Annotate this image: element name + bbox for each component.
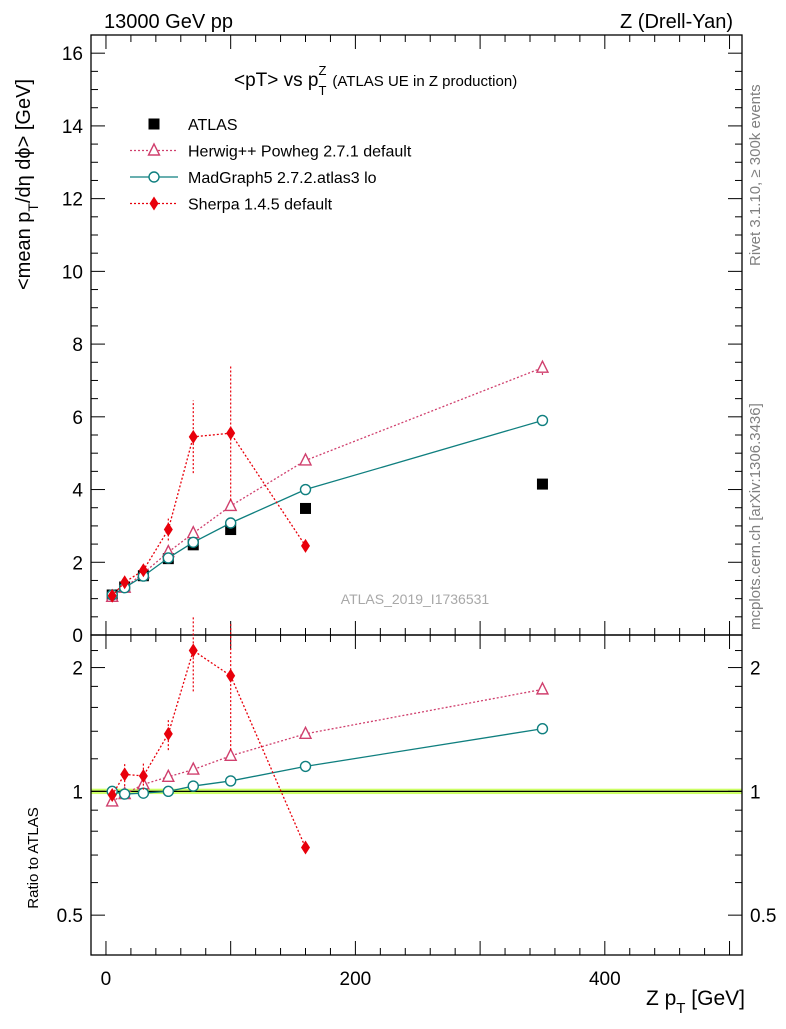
ratio-ylabel: Ratio to ATLAS <box>25 807 42 908</box>
ratio-panel: 0.5 0.5 1 1 2 2 0 200 400 <box>57 617 776 990</box>
main-ytick-label: 16 <box>62 44 83 65</box>
mcplots-label: mcplots.cern.ch [arXiv:1306.3436] <box>747 403 764 630</box>
ratio-point-circle-3 <box>162 785 175 798</box>
legend-label-square: ATLAS <box>188 117 238 134</box>
ratio-line-diamond <box>111 649 307 848</box>
ratio-point-circle-7 <box>536 723 549 735</box>
main-ytick-label: 14 <box>62 117 84 138</box>
ratio-ytick-label: 2 <box>72 659 83 680</box>
ratio-ytick-label-right: 1 <box>750 782 761 803</box>
ratio-frame <box>90 634 743 956</box>
main-point-circle-7 <box>536 414 549 427</box>
main-point-diamond-3 <box>163 522 173 537</box>
x-tick-label: 400 <box>589 969 621 990</box>
ratio-point-circle-1 <box>118 788 131 800</box>
main-point-diamond-6 <box>301 538 311 553</box>
main-point-circle-4 <box>187 536 199 548</box>
main-point-circle-5 <box>224 517 237 529</box>
main-ytick-label: 6 <box>72 408 83 429</box>
main-point-diamond-1 <box>120 575 130 590</box>
header-right: Z (Drell-Yan) <box>620 11 733 33</box>
main-ytick-label: 0 <box>72 626 83 647</box>
rivet-label: Rivet 3.1.10, ≥ 300k events <box>747 84 764 266</box>
ratio-point-diamond-6 <box>301 840 311 855</box>
main-ylabel: <mean pT/dη dϕ> [GeV] <box>13 79 41 290</box>
ratio-point-circle-6 <box>299 760 312 773</box>
ratio-series-diamond <box>107 617 311 855</box>
ratio-point-diamond-3 <box>163 726 173 741</box>
main-series-square <box>106 478 548 601</box>
ratio-series-circle <box>106 723 549 800</box>
main-point-square-7 <box>536 478 548 490</box>
main-point-square-5 <box>225 524 237 536</box>
legend-entry-circle: MadGraph5 2.7.2.atlas3 lo <box>130 170 377 187</box>
main-point-triangle-5 <box>224 497 238 512</box>
main-line-circle <box>111 419 543 596</box>
main-point-square-6 <box>300 502 312 514</box>
x-tick-label: 0 <box>101 969 112 990</box>
legend: ATLAS Herwig++ Powheg 2.7.1 default MadGra… <box>130 117 412 214</box>
ratio-point-triangle-4 <box>186 761 200 775</box>
main-point-circle-6 <box>299 483 312 496</box>
legend-label-triangle: Herwig++ Powheg 2.7.1 default <box>188 144 412 161</box>
legend-entry-triangle: Herwig++ Powheg 2.7.1 default <box>130 142 412 161</box>
ratio-point-diamond-1 <box>120 767 130 782</box>
main-point-triangle-7 <box>535 359 550 373</box>
legend-label-diamond: Sherpa 1.4.5 default <box>188 197 333 214</box>
plot-title: <pT> vs pTZ(ATLAS UE in Z production) <box>234 63 517 98</box>
legend-entry-diamond: Sherpa 1.4.5 default <box>130 196 333 214</box>
ratio-ytick-label: 1 <box>72 782 83 803</box>
main-point-diamond-2 <box>138 563 148 578</box>
x-axis-label: Z pT [GeV] <box>646 987 745 1017</box>
main-point-diamond-0 <box>107 588 117 603</box>
legend-marker-diamond <box>149 196 159 211</box>
main-point-diamond-4 <box>188 429 198 444</box>
ratio-point-circle-5 <box>224 775 237 787</box>
ratio-series-triangle <box>105 681 550 807</box>
x-tick-label: 200 <box>340 969 372 990</box>
ratio-point-circle-4 <box>187 780 199 792</box>
legend-marker-circle <box>148 171 160 183</box>
main-ytick-label: 4 <box>72 481 83 502</box>
ratio-point-triangle-5 <box>224 747 238 762</box>
legend-marker-triangle <box>147 142 161 156</box>
ratio-point-circle-2 <box>137 787 150 799</box>
legend-entry-square: ATLAS <box>148 117 238 134</box>
main-ytick-label: 8 <box>72 335 83 356</box>
ratio-ytick-label-right: 2 <box>750 659 761 680</box>
legend-marker-square <box>148 118 160 130</box>
ratio-ytick-label-right: 0.5 <box>750 906 776 927</box>
header-left: 13000 GeV pp <box>104 11 233 33</box>
ratio-point-diamond-2 <box>138 768 148 783</box>
ratio-point-diamond-5 <box>226 668 236 683</box>
analysis-watermark: ATLAS_2019_I1736531 <box>341 591 490 607</box>
main-series-diamond <box>107 365 311 603</box>
main-point-circle-3 <box>162 552 175 564</box>
ratio-point-triangle-6 <box>298 725 313 740</box>
main-ytick-label: 2 <box>72 553 83 574</box>
main-ytick-label: 12 <box>62 190 83 211</box>
ratio-point-triangle-3 <box>161 768 175 782</box>
ratio-point-diamond-4 <box>188 643 198 658</box>
main-point-triangle-4 <box>186 525 200 539</box>
legend-label-circle: MadGraph5 2.7.2.atlas3 lo <box>188 170 377 187</box>
main-point-triangle-6 <box>298 452 313 466</box>
ratio-point-diamond-0 <box>107 787 117 802</box>
main-point-diamond-5 <box>226 426 236 441</box>
main-line-triangle <box>111 367 543 598</box>
main-ytick-label: 10 <box>62 262 83 283</box>
main-panel: 0 2 4 6 8 10 12 14 16 <box>62 34 743 647</box>
ratio-point-triangle-7 <box>535 681 550 695</box>
ratio-line-triangle <box>111 688 543 803</box>
ratio-line-circle <box>112 728 543 795</box>
main-series-circle <box>106 414 549 601</box>
ratio-ytick-label: 0.5 <box>57 906 83 927</box>
main-series-triangle <box>105 359 550 603</box>
